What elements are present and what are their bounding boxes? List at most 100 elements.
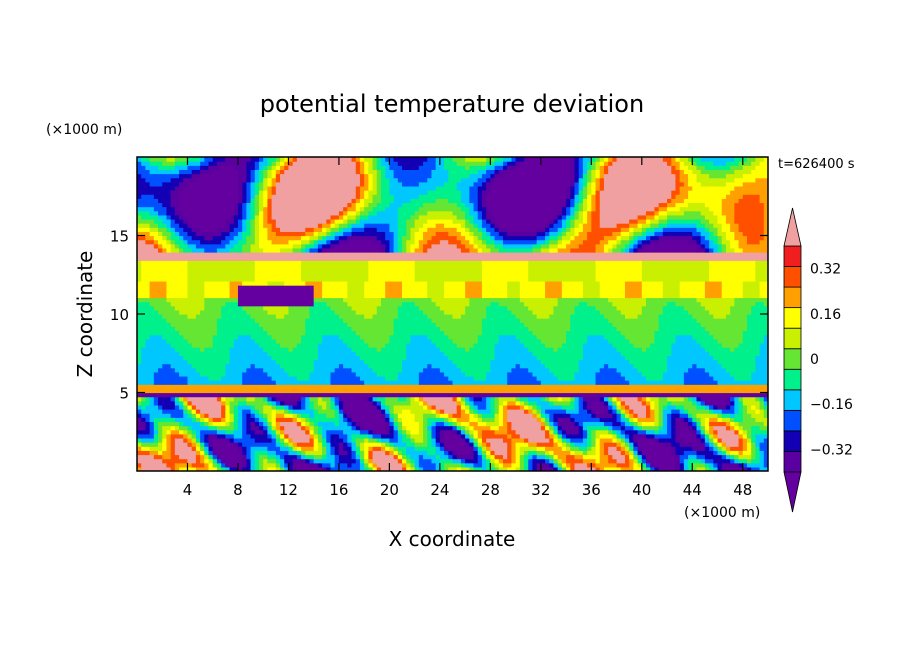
contour-cell [380, 466, 403, 471]
contour-cell [557, 247, 571, 253]
contour-cell [389, 247, 395, 253]
contour-cell [242, 247, 252, 253]
contour-cell [137, 198, 159, 204]
contour-cell [317, 437, 323, 443]
contour-cell [334, 413, 340, 418]
contour-cell [258, 157, 264, 162]
contour-cell [263, 458, 269, 464]
contour-cell [763, 462, 768, 468]
contour-cell [742, 442, 748, 447]
contour-cell [322, 334, 340, 340]
contour-cell [250, 231, 256, 237]
contour-cell [469, 400, 475, 406]
contour-cell [599, 202, 660, 208]
contour-cell [292, 417, 298, 423]
contour-cell [608, 169, 672, 175]
contour-cell [704, 347, 731, 352]
contour-cell [494, 355, 538, 361]
contour-cell [511, 446, 517, 451]
contour-cell [704, 293, 723, 299]
contour-cell [174, 326, 218, 332]
contour-cell [263, 198, 269, 204]
contour-cell [481, 247, 491, 253]
contour-cell [578, 404, 584, 410]
colorbar-segment [783, 286, 802, 309]
contour-cell [444, 165, 466, 170]
contour-cell [465, 458, 479, 464]
contour-cell [137, 314, 163, 319]
contour-cell [402, 239, 407, 245]
contour-cell [540, 380, 597, 385]
contour-cell [187, 433, 193, 439]
contour-cell [364, 466, 369, 471]
contour-cell [763, 396, 768, 402]
contour-cell [759, 446, 768, 451]
contour-cell [288, 305, 311, 311]
contour-cell [351, 442, 357, 447]
contour-cell [330, 380, 365, 385]
contour-cell [692, 421, 698, 427]
contour-cell [519, 466, 525, 471]
contour-cell [444, 466, 449, 471]
contour-cell [275, 413, 285, 418]
contour-cell [721, 247, 727, 253]
contour-cell [212, 462, 218, 468]
contour-cell [469, 210, 479, 216]
contour-cell [633, 450, 639, 456]
contour-cell [263, 202, 269, 208]
contour-cell [393, 425, 399, 431]
contour-cell [519, 363, 546, 369]
contour-cell [137, 309, 159, 315]
contour-cell [258, 223, 264, 228]
contour-cell [481, 218, 487, 224]
contour-cell [166, 293, 189, 299]
contour-cell [675, 421, 681, 427]
contour-cell [536, 446, 546, 451]
contour-cell [675, 185, 681, 191]
contour-cell [481, 458, 487, 464]
contour-cell [322, 285, 348, 290]
contour-cell [524, 454, 529, 460]
contour-cell [612, 161, 668, 166]
contour-cell [595, 437, 601, 443]
contour-cell [679, 293, 706, 299]
contour-cell [271, 214, 332, 220]
contour-cell [616, 305, 643, 311]
contour-cell [418, 227, 428, 232]
contour-cell [242, 450, 247, 456]
contour-cell [351, 446, 357, 451]
contour-cell [250, 218, 256, 224]
contour-cell [561, 285, 584, 290]
contour-cell [187, 268, 256, 274]
contour-cell [317, 347, 353, 352]
contour-cell [738, 243, 768, 249]
contour-cell [309, 400, 315, 406]
contour-cell [532, 330, 567, 336]
contour-cell [507, 417, 538, 423]
contour-cell [313, 413, 327, 418]
contour-cell [620, 309, 643, 315]
contour-cell [549, 400, 555, 406]
contour-cell [658, 206, 668, 212]
x-ticks: 4 8 12 16 20 24 28 32 36 40 44 48 [183, 157, 752, 499]
contour-cell [183, 437, 189, 443]
contour-cell [519, 297, 559, 303]
contour-cell [195, 433, 201, 439]
contour-cell [683, 198, 723, 204]
contour-cell [704, 280, 723, 286]
contour-cell [275, 177, 281, 183]
contour-cell [183, 413, 189, 418]
contour-cell [612, 429, 618, 435]
contour-cell [376, 437, 382, 443]
contour-cell [658, 239, 689, 245]
contour-cell [162, 409, 184, 414]
contour-cell [549, 433, 555, 439]
contour-cell [587, 437, 592, 443]
contour-cell [263, 194, 269, 199]
contour-cell [166, 318, 218, 323]
contour-cell [191, 404, 197, 410]
contour-cell [498, 338, 521, 344]
contour-cell [549, 314, 571, 319]
contour-cell [599, 173, 605, 179]
contour-cell [465, 223, 475, 228]
